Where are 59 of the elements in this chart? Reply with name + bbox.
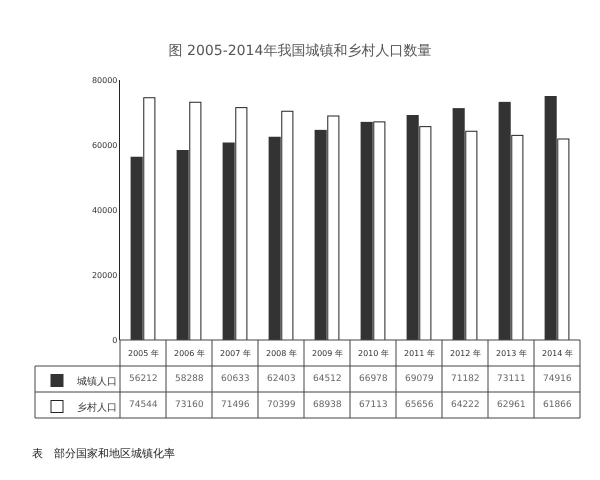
legend-label: 城镇人口 (76, 375, 117, 388)
data-label: 58288 (175, 374, 204, 384)
x-tick-label: 2010 年 (358, 349, 389, 358)
data-label: 64222 (451, 400, 480, 410)
data-label: 62403 (267, 374, 296, 384)
bar (176, 150, 189, 340)
bar (268, 136, 281, 340)
data-label: 60633 (221, 374, 250, 384)
data-label: 74544 (129, 400, 158, 410)
bar (452, 108, 465, 340)
data-label: 68938 (313, 400, 342, 410)
data-label: 71182 (451, 374, 480, 384)
legend-label: 乡村人口 (77, 401, 117, 414)
data-label: 66978 (359, 374, 388, 384)
data-label: 74916 (543, 374, 572, 384)
bar (544, 96, 557, 340)
y-tick-label: 0 (112, 336, 118, 345)
y-tick-label: 80000 (92, 76, 118, 85)
bar (465, 130, 478, 340)
data-label: 69079 (405, 374, 434, 384)
y-tick-label: 40000 (92, 206, 118, 215)
x-tick-label: 2006 年 (174, 349, 205, 358)
x-tick-label: 2013 年 (496, 349, 527, 358)
x-tick-label: 2009 年 (312, 349, 343, 358)
bar (557, 138, 570, 340)
bar (360, 122, 373, 340)
data-label: 73160 (175, 400, 204, 410)
bar (235, 107, 248, 340)
x-tick-label: 2005 年 (128, 349, 159, 358)
data-label: 62961 (497, 400, 526, 410)
x-tick-label: 2012 年 (450, 349, 481, 358)
data-label: 65656 (405, 400, 434, 410)
bar (222, 142, 235, 340)
chart-title: 图 2005-2014年我国城镇和乡村人口数量 (168, 42, 432, 59)
x-tick-label: 2008 年 (266, 349, 297, 358)
bar (498, 102, 511, 340)
bar (406, 114, 419, 340)
x-tick-label: 2007 年 (220, 349, 251, 358)
data-label: 56212 (129, 374, 158, 384)
data-label: 73111 (497, 374, 526, 384)
data-label: 67113 (359, 400, 388, 410)
x-tick-label: 2014 年 (542, 349, 573, 358)
data-label: 71496 (221, 400, 250, 410)
y-tick-label: 20000 (92, 270, 118, 280)
bar (143, 97, 156, 340)
x-tick-label: 2011 年 (404, 349, 435, 358)
bar (189, 102, 202, 340)
data-label: 64512 (313, 374, 342, 384)
data-label: 70399 (267, 400, 296, 410)
data-label: 61866 (543, 400, 572, 410)
text: 表 部分国家和地区城镇化率 (32, 447, 175, 460)
y-tick-label: 60000 (92, 140, 118, 150)
bar (130, 156, 143, 340)
bar (511, 134, 524, 340)
bar (327, 115, 340, 340)
bar (373, 121, 386, 340)
bar (314, 130, 327, 340)
bar (281, 110, 294, 340)
bar (419, 126, 432, 340)
